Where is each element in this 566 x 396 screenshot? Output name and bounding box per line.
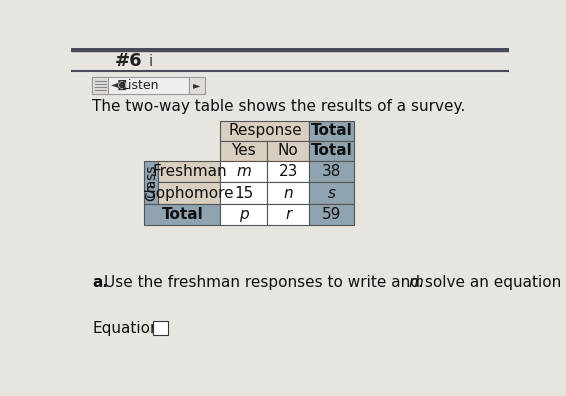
Bar xyxy=(310,182,354,204)
Bar xyxy=(220,161,267,182)
Text: 15: 15 xyxy=(234,186,253,200)
Bar xyxy=(158,182,220,204)
Text: Use the freshman responses to write and solve an equation to find: Use the freshman responses to write and … xyxy=(104,275,566,290)
Bar xyxy=(310,121,354,141)
Text: Response: Response xyxy=(228,123,302,138)
Text: m: m xyxy=(236,164,251,179)
Bar xyxy=(267,161,310,182)
Text: a.: a. xyxy=(92,275,109,290)
Bar xyxy=(144,161,158,204)
Text: 23: 23 xyxy=(278,164,298,179)
Text: The two-way table shows the results of a survey.: The two-way table shows the results of a… xyxy=(92,99,466,114)
Bar xyxy=(153,321,169,335)
Bar xyxy=(92,77,189,94)
Bar xyxy=(310,161,354,182)
Bar xyxy=(310,204,354,225)
Bar xyxy=(71,48,509,51)
Bar xyxy=(267,204,310,225)
Text: Total: Total xyxy=(161,207,203,222)
Text: 59: 59 xyxy=(322,207,342,222)
Text: m: m xyxy=(409,275,423,290)
Text: p: p xyxy=(239,207,248,222)
Text: n: n xyxy=(284,186,293,200)
Text: Equation:: Equation: xyxy=(92,321,165,336)
Text: r: r xyxy=(285,207,291,222)
Text: Total: Total xyxy=(311,143,353,158)
Bar xyxy=(92,77,108,94)
Text: Yes: Yes xyxy=(231,143,256,158)
Bar xyxy=(144,204,220,225)
Text: .: . xyxy=(417,275,422,290)
Bar xyxy=(220,121,310,141)
Text: #6: #6 xyxy=(115,52,143,70)
Bar xyxy=(220,204,267,225)
Bar xyxy=(220,182,267,204)
Text: Total: Total xyxy=(311,123,353,138)
Bar xyxy=(220,141,267,161)
Text: Class: Class xyxy=(144,164,158,200)
Bar xyxy=(267,182,310,204)
Text: No: No xyxy=(278,143,298,158)
Bar xyxy=(158,161,220,182)
Text: ◄◙: ◄◙ xyxy=(111,80,128,90)
Text: i: i xyxy=(148,54,152,69)
Bar xyxy=(189,77,205,94)
Text: ►: ► xyxy=(194,80,201,90)
Text: Freshman: Freshman xyxy=(152,164,226,179)
Bar xyxy=(310,141,354,161)
Bar xyxy=(267,141,310,161)
Text: Listen: Listen xyxy=(122,79,160,92)
Text: s: s xyxy=(328,186,336,200)
Text: Sophomore: Sophomore xyxy=(145,186,233,200)
Text: 38: 38 xyxy=(322,164,342,179)
